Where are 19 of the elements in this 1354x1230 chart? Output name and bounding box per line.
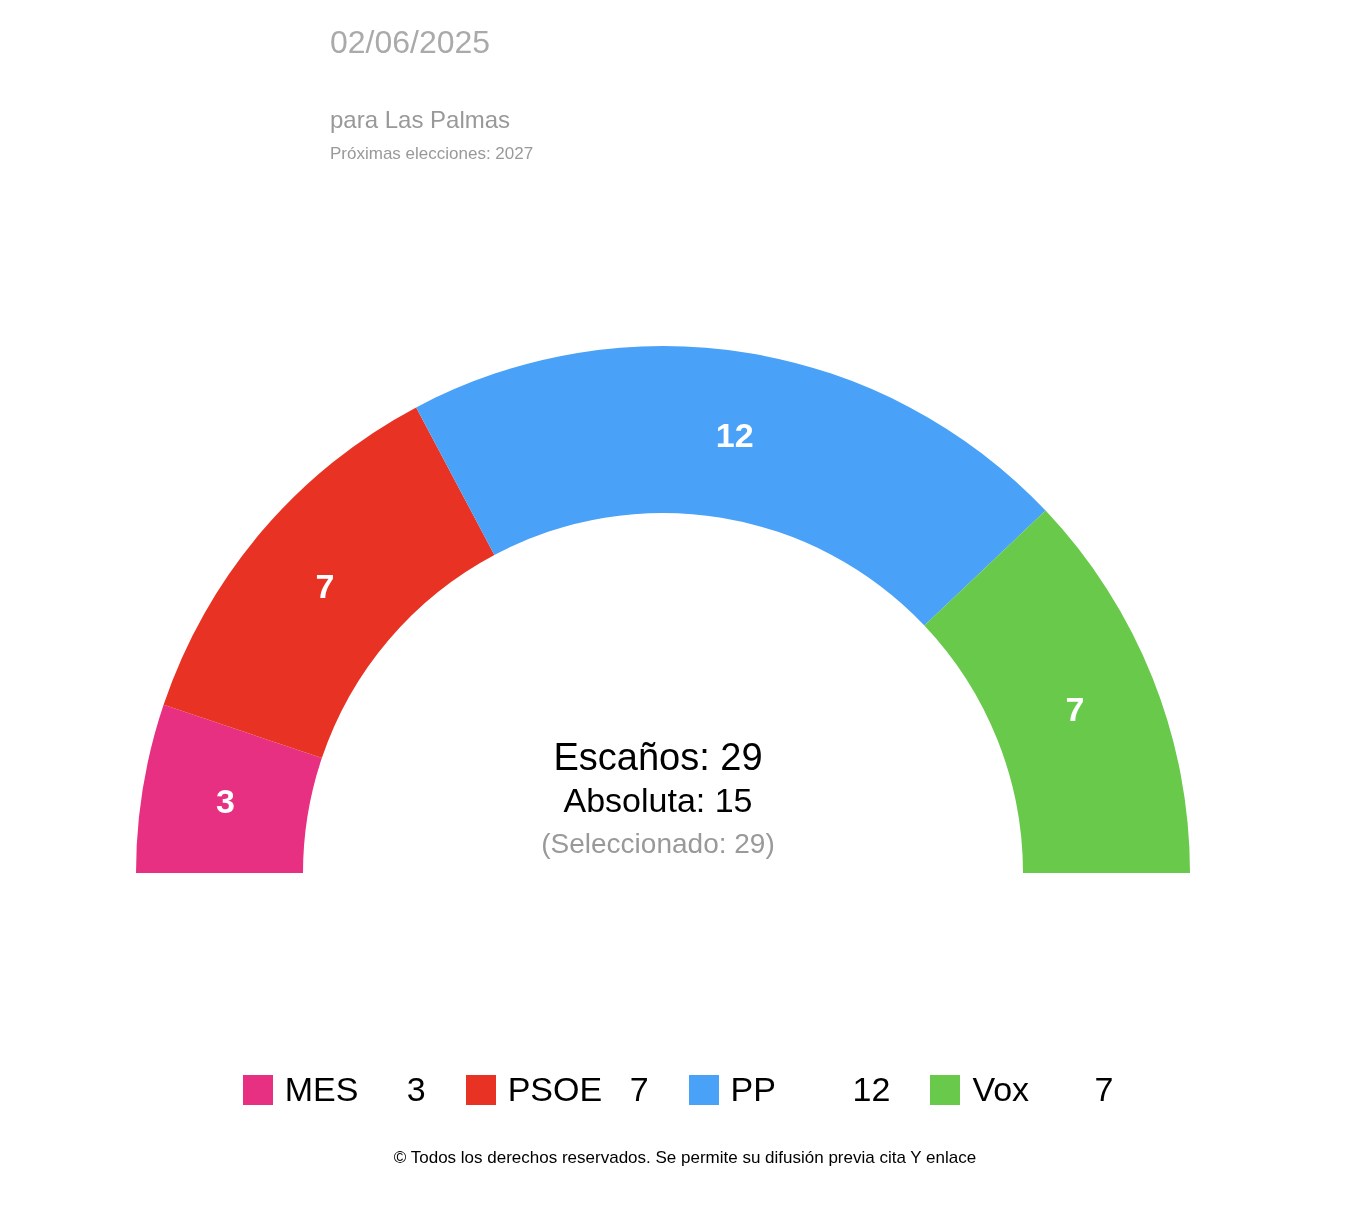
text: 7 (629, 1070, 649, 1108)
data-label: 12 (715, 416, 754, 455)
data-label: 3 (215, 782, 235, 821)
text: 12 (852, 1070, 891, 1108)
text: Próximas elecciones: 2027 (330, 144, 534, 164)
legend-label: Vox (972, 1070, 1031, 1109)
legend-label: MES (284, 1070, 360, 1109)
data-label: 7 (1065, 689, 1085, 728)
text: (Seleccionado: 29) (540, 828, 776, 860)
data-label: 7 (315, 566, 335, 605)
chart-title: 02/06/2025 (330, 24, 491, 61)
text: Escaños: 29 (552, 736, 764, 779)
text: 3 (406, 1070, 426, 1108)
text: 7 (1094, 1070, 1114, 1108)
text: © Todos los derechos reservados. Se permite su difusión previa cita Y enlace (392, 1148, 978, 1168)
text: Absoluta: 15 (563, 781, 753, 819)
legend-label: PP (730, 1070, 777, 1109)
legend-label: PSOE (507, 1070, 604, 1109)
chart-subtitle: para Las Palmas (330, 106, 511, 134)
